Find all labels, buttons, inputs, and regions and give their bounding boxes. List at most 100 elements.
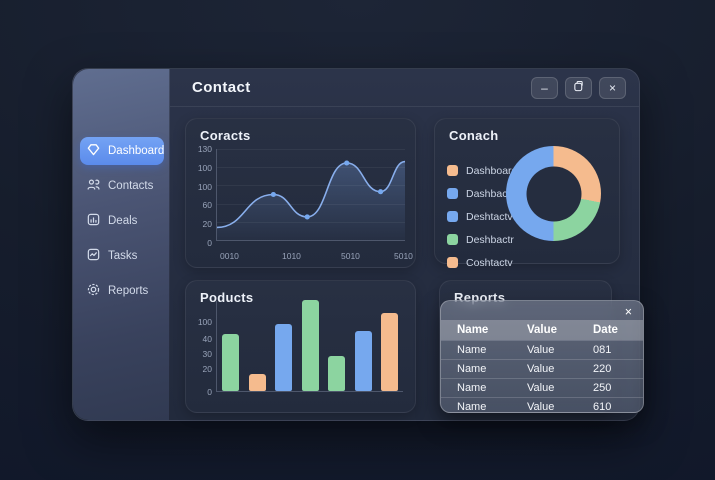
gridline <box>217 185 405 187</box>
window-title: Contact <box>192 79 251 96</box>
x-tick-label: 1010 <box>282 251 301 261</box>
minimize-icon: – <box>541 80 548 95</box>
task-square-icon <box>86 247 101 265</box>
legend-swatch <box>447 165 458 176</box>
table-cell: Value <box>527 344 555 356</box>
sidebar-item-tasks[interactable]: Tasks <box>80 242 164 270</box>
y-tick-label: 30 <box>202 349 212 359</box>
x-tick-label: 5010 <box>341 251 360 261</box>
people-icon <box>86 177 101 195</box>
bar-chart-plot <box>216 300 403 392</box>
table-cell: 081 <box>593 344 612 356</box>
donut-hole <box>526 166 581 221</box>
sidebar-item-dashboard[interactable]: Dashboard <box>80 137 164 165</box>
sidebar-item-deals[interactable]: Deals <box>80 207 164 235</box>
window-controls: – × <box>531 76 626 99</box>
reports-table: Name Value Date Name Value 081 Name Value 220 Nam… <box>441 320 643 416</box>
gridline <box>217 167 405 169</box>
table-row[interactable]: Name Value 250 <box>441 378 643 397</box>
table-cell: 250 <box>593 382 612 394</box>
y-tick-label: 20 <box>202 219 212 230</box>
x-tick-label: 0010 <box>220 251 239 261</box>
table-row[interactable]: Name Value 081 <box>441 340 643 359</box>
table-cell: Name <box>457 401 487 413</box>
line-chart-plot <box>216 149 405 241</box>
sidebar-item-contacts[interactable]: Contacts <box>80 172 164 200</box>
table-row[interactable]: Name Value 610 <box>441 397 643 416</box>
sidebar-item-reports[interactable]: Reports <box>80 277 164 305</box>
sidebar-item-label: Contacts <box>108 180 154 192</box>
legend-item: Deshbactr <box>447 228 517 251</box>
line-chart-point <box>344 160 350 166</box>
line-chart-point <box>377 189 384 195</box>
y-tick-label: 20 <box>202 364 212 374</box>
minimize-button[interactable]: – <box>531 76 558 99</box>
table-cell: Value <box>527 363 555 375</box>
bar <box>301 300 319 391</box>
table-cell: Name <box>457 382 487 394</box>
legend-label: Deshbactr <box>466 233 514 246</box>
legend-item: Dashboard <box>447 159 517 182</box>
table-cell: Value <box>527 401 555 413</box>
line-chart-point <box>304 214 310 220</box>
sidebar-item-label: Deals <box>108 215 138 227</box>
table-header-cell: Value <box>527 324 558 336</box>
sidebar-item-label: Reports <box>108 285 149 297</box>
sidebar-items: Dashboard Contacts Deals Tasks Reports <box>73 69 170 305</box>
title-bar: Contact – × <box>170 69 639 107</box>
table-row[interactable]: Name Value 220 <box>441 359 643 378</box>
close-icon: × <box>608 80 616 95</box>
line-chart <box>217 160 405 240</box>
sidebar-item-label: Tasks <box>108 250 138 262</box>
gridline <box>217 149 405 150</box>
gem-icon <box>86 142 101 160</box>
y-tick-label: 130 <box>197 144 212 154</box>
y-tick-label: 40 <box>202 334 212 344</box>
bar-chart-title: Poducts <box>200 290 254 305</box>
legend-swatch <box>447 188 458 199</box>
table-header-cell: Date <box>593 324 618 336</box>
bar <box>222 334 239 391</box>
table-cell: Name <box>457 363 487 375</box>
y-tick-label: 0 <box>207 238 212 248</box>
y-tick-label: 100 <box>197 181 212 192</box>
y-tick-label: 60 <box>202 200 212 211</box>
bar <box>354 331 372 391</box>
legend-swatch <box>447 234 458 245</box>
legend-item: Deshtactv <box>447 205 517 228</box>
legend-label: Dashboard <box>466 164 518 177</box>
table-cell: 610 <box>593 401 612 413</box>
legend-item: Coshtactv <box>447 251 517 274</box>
line-chart-title: Coracts <box>200 128 251 143</box>
donut-chart <box>506 146 601 241</box>
sidebar: Dashboard Contacts Deals Tasks Reports <box>73 69 170 420</box>
legend-label: Dashbactr <box>466 187 514 200</box>
table-header-row: Name Value Date <box>441 320 643 340</box>
gridline <box>217 203 405 205</box>
donut-legend: Dashboard Dashbactr Deshtactv Deshbactr Cosh… <box>447 159 517 274</box>
chart-square-icon <box>86 212 101 230</box>
donut-chart-panel: Conach Dashboard Dashbactr Deshtactv Deshba… <box>434 118 620 269</box>
line-chart-panel: Coracts 130 100 100 60 20 0 <box>185 118 416 268</box>
bar <box>381 313 398 391</box>
gridline <box>217 221 405 223</box>
table-cell: Name <box>457 344 487 356</box>
legend-swatch <box>447 211 458 222</box>
table-header-cell: Name <box>457 324 489 336</box>
y-tick-label: 100 <box>197 162 212 173</box>
x-tick-label: 5010 <box>394 251 413 261</box>
maximize-button[interactable] <box>565 76 592 99</box>
legend-label: Coshtactv <box>466 256 513 269</box>
bar <box>328 356 345 391</box>
table-cell: Value <box>527 382 555 394</box>
close-button[interactable]: × <box>599 76 626 99</box>
bar <box>275 324 292 391</box>
bar-chart-panel: Poducts 100 40 30 20 0 <box>185 280 416 413</box>
gear-icon <box>86 282 101 300</box>
y-tick-label: 0 <box>207 387 212 397</box>
donut-chart-title: Conach <box>449 128 499 143</box>
table-cell: 220 <box>593 363 612 375</box>
popup-close-icon[interactable]: × <box>624 305 632 319</box>
app-window: Dashboard Contacts Deals Tasks Reports Conta… <box>72 68 640 421</box>
reports-table-popup: × Name Value Date Name Value 081 Name Value 220 N… <box>440 300 644 413</box>
